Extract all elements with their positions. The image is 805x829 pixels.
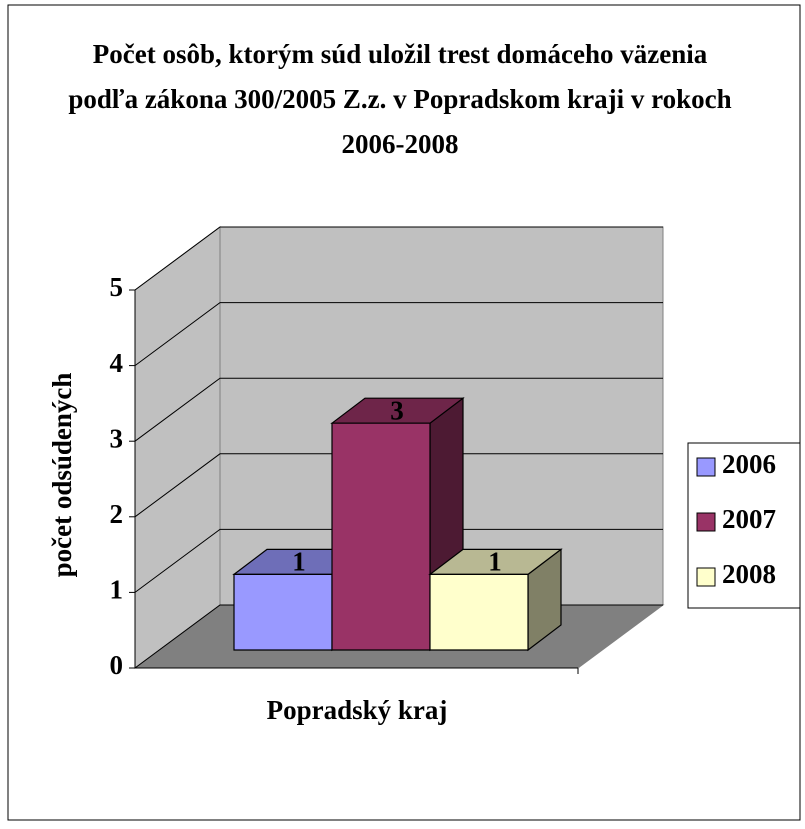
legend-swatch (696, 567, 716, 587)
x-tick-label: Popradský kraj (267, 695, 448, 725)
legend-label: 2008 (722, 559, 776, 589)
y-tick-label: 2 (110, 499, 124, 529)
data-label: 1 (488, 547, 502, 577)
data-label: 3 (390, 395, 404, 425)
bar-front (233, 573, 333, 651)
grid-line (134, 226, 663, 291)
grid-line (134, 377, 663, 442)
legend-swatch (696, 512, 716, 532)
y-tick-label: 3 (110, 423, 124, 453)
y-tick-label: 5 (110, 272, 124, 302)
y-tick-label: 4 (110, 348, 124, 378)
bar (330, 396, 465, 652)
bar (428, 548, 563, 652)
grid-line (134, 302, 663, 367)
bar-front (429, 573, 529, 651)
bar-front (331, 422, 431, 651)
data-label: 1 (292, 547, 306, 577)
y-tick-label: 1 (110, 575, 124, 605)
legend-label: 2007 (722, 504, 776, 534)
chart-title: Počet osôb, ktorým súd uložil trest domá… (68, 39, 732, 159)
legend-label: 2006 (722, 449, 776, 479)
grid-line (134, 528, 663, 593)
legend-swatch (696, 457, 716, 477)
y-axis-label: počet odsúdených (47, 373, 77, 578)
y-tick-label: 0 (110, 650, 124, 680)
side-wall (134, 226, 221, 669)
grid-line (134, 453, 663, 518)
